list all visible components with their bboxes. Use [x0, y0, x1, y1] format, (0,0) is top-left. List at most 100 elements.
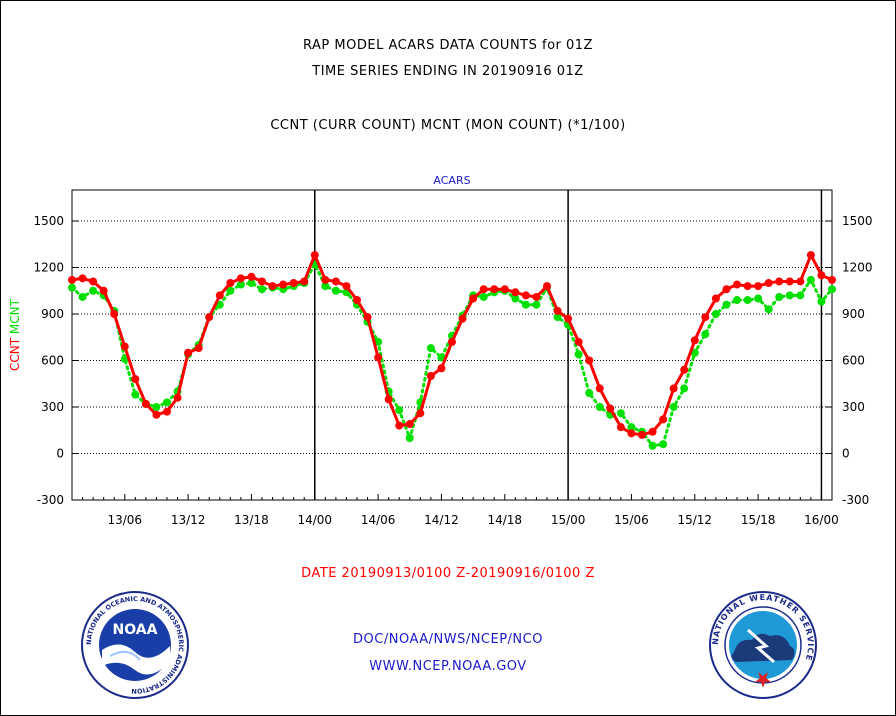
series-ccnt-point	[236, 274, 245, 283]
series-mcnt-point	[743, 296, 752, 305]
y-tick-label-right: 900	[842, 307, 865, 321]
series-ccnt-point	[363, 313, 372, 322]
series-ccnt-point	[226, 279, 235, 287]
series-mcnt-point	[690, 348, 699, 357]
series-mcnt-point	[226, 286, 235, 295]
series-ccnt-point	[289, 279, 298, 287]
y-tick-label-right: 300	[842, 400, 865, 414]
series-mcnt-point	[405, 434, 414, 442]
x-tick-label: 16/00	[804, 513, 839, 527]
nws-logo-icon: NATIONAL WEATHER SERVICE	[709, 591, 817, 699]
y-tick-label-right: -300	[842, 493, 869, 507]
series-mcnt-point	[806, 275, 815, 284]
series-ccnt-point	[479, 285, 488, 294]
series-ccnt-point	[500, 285, 509, 294]
series-ccnt-point	[353, 296, 361, 305]
series-ccnt-point	[426, 372, 435, 380]
series-mcnt-point	[796, 291, 805, 300]
series-mcnt-point	[669, 403, 678, 411]
series-ccnt-point	[310, 251, 319, 260]
series-mcnt-point	[595, 403, 604, 411]
series-ccnt-point	[648, 427, 657, 436]
series-ccnt-point	[205, 313, 214, 322]
x-tick-label: 15/12	[677, 513, 712, 527]
series-mcnt-point	[574, 350, 583, 359]
series-mcnt-point	[131, 390, 140, 399]
series-mcnt-point	[616, 409, 625, 418]
series-mcnt-point	[89, 286, 98, 295]
series-ccnt-point	[585, 356, 594, 365]
series-ccnt-point	[184, 348, 193, 357]
x-tick-label: 14/12	[424, 513, 459, 527]
chart-subtitle: CCNT (CURR COUNT) MCNT (MON COUNT) (*1/1…	[270, 118, 626, 133]
series-ccnt-point	[99, 286, 108, 295]
series-mcnt-point	[152, 403, 161, 411]
series-ccnt-point	[268, 282, 277, 291]
x-tick-label: 13/06	[107, 513, 142, 527]
series-ccnt-point	[384, 395, 393, 404]
series-ccnt-point	[300, 277, 309, 286]
date-range-label: DATE 20190913/0100 Z-20190916/0100 Z	[301, 566, 595, 581]
series-ccnt-point	[595, 384, 604, 393]
x-tick-label: 13/18	[234, 513, 269, 527]
series-ccnt-point	[564, 314, 573, 323]
series-ccnt-point	[416, 409, 425, 418]
series-ccnt-point	[796, 277, 805, 286]
series-ccnt-point	[775, 277, 784, 286]
series-mcnt-point	[321, 282, 330, 291]
series-mcnt-point	[764, 305, 773, 314]
series-ccnt-point	[279, 280, 288, 289]
y-tick-label-right: 600	[842, 354, 865, 368]
series-ccnt-point	[374, 353, 383, 362]
series-ccnt-point	[680, 365, 689, 374]
series-ccnt-point	[616, 423, 625, 432]
series-ccnt-point	[131, 375, 140, 384]
series-mcnt-point	[236, 280, 245, 289]
series-ccnt-point	[405, 420, 414, 429]
series-ccnt-point	[659, 415, 668, 424]
series-ccnt-point	[120, 342, 129, 351]
x-tick-label: 13/12	[171, 513, 206, 527]
series-ccnt-point	[110, 310, 119, 318]
series-mcnt-point	[627, 423, 636, 432]
chart-svg: ACARS -300 -300 0 0 300 300 600 600 900 900 1200 120…	[8, 174, 873, 527]
series-mcnt-point	[247, 279, 256, 287]
series-ccnt-point	[78, 274, 87, 283]
series-ccnt-point	[437, 364, 446, 373]
y-tick-label-right: 0	[842, 447, 850, 461]
series-mcnt-point	[532, 300, 541, 309]
noaa-logo-label: NOAA	[113, 622, 158, 638]
series-ccnt-point	[553, 306, 562, 315]
series-ccnt-point	[194, 344, 203, 353]
series-ccnt-point	[163, 407, 171, 416]
y-tick-label-left: 1500	[33, 214, 64, 228]
series-mcnt-point	[68, 283, 76, 292]
series-ccnt-point	[173, 393, 182, 402]
chart-title: ACARS	[433, 174, 470, 187]
series-mcnt-point	[648, 441, 657, 450]
series-ccnt-point	[490, 285, 499, 294]
series-ccnt-point	[711, 294, 720, 303]
series-ccnt-point	[215, 291, 224, 300]
series-mcnt-point	[585, 389, 594, 398]
y-tick-label-right: 1500	[842, 214, 873, 228]
website-link[interactable]: WWW.NCEP.NOAA.GOV	[369, 659, 527, 674]
series-ccnt-point	[469, 294, 478, 303]
series-ccnt-point	[701, 313, 710, 322]
series-ccnt-point	[258, 277, 266, 286]
series-ccnt-point	[743, 282, 752, 291]
x-tick-label: 14/06	[361, 513, 396, 527]
series-mcnt-point	[775, 292, 784, 301]
series-ccnt-point	[733, 280, 741, 289]
series-mcnt-point	[521, 300, 530, 309]
y-axis-title-mcnt: MCNT	[8, 298, 22, 334]
org-credit: DOC/NOAA/NWS/NCEP/NCO	[353, 632, 543, 647]
series-ccnt-point	[141, 399, 150, 408]
series-mcnt-point	[163, 398, 171, 407]
y-tick-label-left: 0	[56, 447, 64, 461]
series-mcnt-point	[828, 285, 836, 294]
series-ccnt-point	[152, 410, 161, 419]
series-mcnt-point	[722, 300, 731, 309]
y-tick-label-left: -300	[37, 493, 64, 507]
series-mcnt-point	[258, 285, 266, 294]
